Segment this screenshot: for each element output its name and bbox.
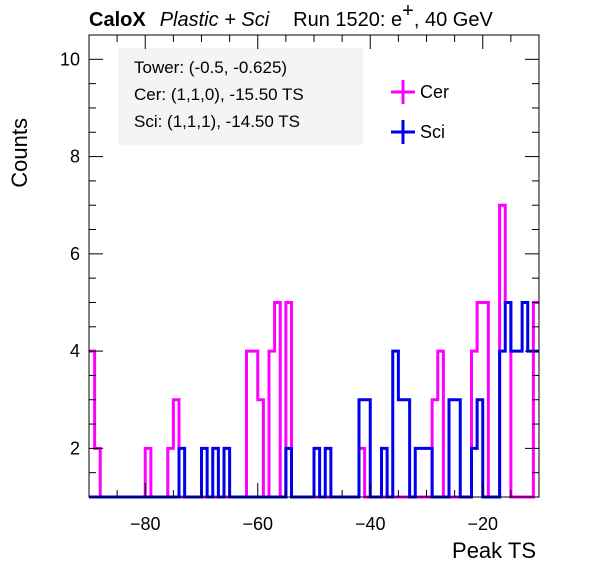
legend-marker-cer <box>391 80 415 104</box>
detector-name: Plastic + Sci <box>160 9 270 31</box>
legend-marker-sci <box>391 120 415 144</box>
info-line-sci: Sci: (1,1,1), -14.50 TS <box>134 112 300 131</box>
info-box <box>118 48 363 145</box>
axes: −80 −60 −40 −20 2 4 6 8 10 <box>60 34 540 534</box>
y-tick-label: 4 <box>70 341 80 361</box>
beam-energy: , 40 GeV <box>414 9 494 31</box>
x-axis-label: Peak TS <box>452 538 536 563</box>
experiment-name: CaloX <box>89 9 146 31</box>
series-sci <box>89 300 539 499</box>
y-tick-label: 10 <box>60 49 80 69</box>
x-tick-label: −80 <box>130 514 161 534</box>
series-line-sci <box>89 300 539 499</box>
info-line-cer: Cer: (1,1,0), -15.50 TS <box>134 85 304 104</box>
legend: Cer Sci <box>391 80 449 144</box>
charge-superscript: + <box>402 0 414 22</box>
legend-label-sci: Sci <box>420 122 445 142</box>
y-tick-label: 8 <box>70 147 80 167</box>
legend-label-cer: Cer <box>420 82 449 102</box>
x-tick-label: −40 <box>355 514 386 534</box>
y-axis-label: Counts <box>7 118 32 188</box>
x-tick-label: −20 <box>467 514 498 534</box>
run-label: Run 1520: e <box>293 9 402 31</box>
y-tick-label: 6 <box>70 244 80 264</box>
x-tick-label: −60 <box>242 514 273 534</box>
chart-title: CaloX Plastic + Sci Run 1520: e+, 40 GeV <box>89 0 493 31</box>
series-layer <box>89 203 539 499</box>
info-line-tower: Tower: (-0.5, -0.625) <box>134 58 287 77</box>
y-tick-label: 2 <box>70 438 80 458</box>
